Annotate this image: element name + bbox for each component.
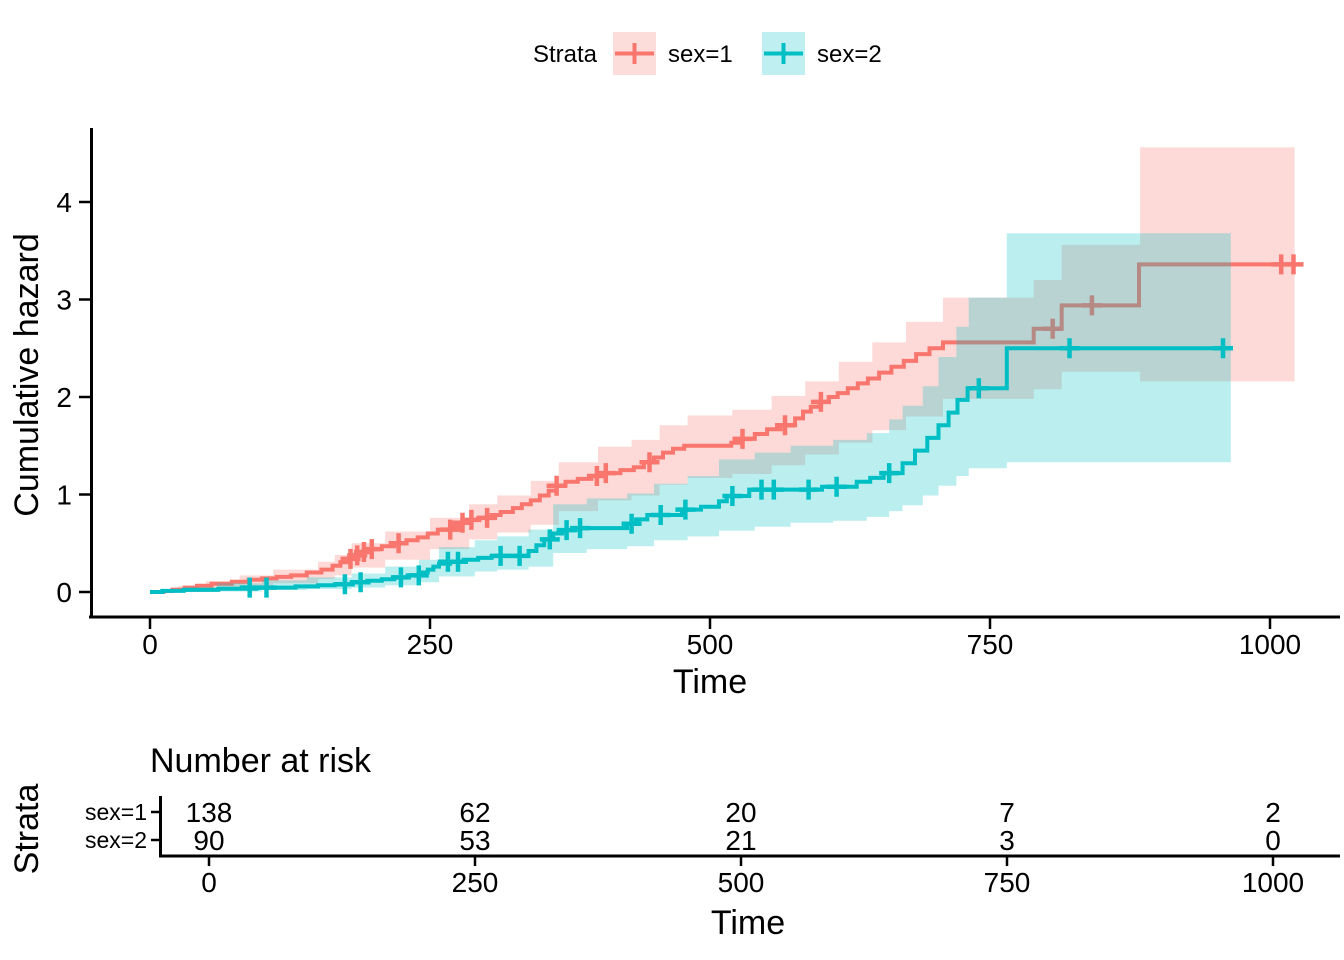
x-tick-label: 750 — [967, 629, 1014, 660]
y-tick-label: 2 — [56, 382, 72, 413]
main-plot: 0 250 500 750 1000 0 1 2 3 4 Time Cumulative haz… — [8, 128, 1340, 701]
risk-x-axis-title: Time — [711, 904, 785, 942]
censor-marks-sex=1 — [340, 254, 1304, 569]
risk-count: 53 — [459, 825, 490, 856]
risk-count: 2 — [1265, 797, 1281, 828]
legend-key-sex1: sex=1 — [613, 32, 733, 75]
series-sex=2 — [150, 233, 1233, 598]
confidence-band-sex=2 — [150, 233, 1231, 592]
risk-row-label: sex=1 — [85, 799, 147, 825]
hazard-curve-sex=1 — [150, 262, 1295, 594]
risk-x-ticks: 0 250 500 750 1000 — [201, 857, 1304, 898]
series-sex=1 — [150, 147, 1304, 594]
series-layer — [150, 147, 1304, 598]
x-axis-title: Time — [673, 663, 747, 701]
x-tick-label: 0 — [142, 629, 158, 660]
censor-marks-sex=2 — [239, 338, 1233, 598]
legend-title: Strata — [533, 41, 598, 68]
risk-row-sex=1: sex=1 138 62 20 7 2 — [85, 797, 1281, 828]
risk-table-title: Number at risk — [150, 742, 372, 780]
x-axis-ticks: 0 250 500 750 1000 — [142, 618, 1301, 660]
risk-count: 3 — [999, 825, 1015, 856]
y-tick-label: 0 — [56, 577, 72, 608]
risk-table: Number at risk Strata sex=1 138 62 20 7 2sex=… — [8, 742, 1340, 942]
risk-count: 7 — [999, 797, 1015, 828]
x-tick-label: 1000 — [1239, 629, 1301, 660]
legend: Strata sex=1 sex=2 — [533, 32, 882, 75]
risk-x-tick-label: 1000 — [1242, 867, 1304, 898]
risk-x-tick-label: 0 — [201, 867, 217, 898]
legend-plus-icon-sex2 — [764, 43, 803, 64]
risk-count: 20 — [725, 797, 756, 828]
risk-strata-axis-title: Strata — [8, 784, 46, 875]
x-tick-label: 250 — [407, 629, 454, 660]
risk-count: 62 — [459, 797, 490, 828]
risk-row-label: sex=2 — [85, 827, 147, 853]
risk-count: 21 — [725, 825, 756, 856]
y-tick-label: 4 — [56, 187, 72, 218]
risk-count: 138 — [186, 797, 233, 828]
risk-count: 90 — [193, 825, 224, 856]
x-tick-label: 500 — [687, 629, 734, 660]
y-tick-label: 3 — [56, 285, 72, 316]
legend-key-sex2: sex=2 — [762, 32, 882, 75]
confidence-band-sex=1 — [150, 147, 1295, 592]
legend-label-sex1: sex=1 — [668, 41, 733, 68]
risk-x-tick-label: 500 — [718, 867, 765, 898]
risk-row-sex=2: sex=2 90 53 21 3 0 — [85, 825, 1281, 856]
legend-plus-icon-sex1 — [615, 43, 654, 64]
y-axis-ticks: 0 1 2 3 4 — [56, 187, 90, 608]
risk-rows: sex=1 138 62 20 7 2 sex=2 90 53 21 3 0 — [85, 797, 1281, 856]
risk-x-tick-label: 750 — [984, 867, 1031, 898]
y-tick-label: 1 — [56, 480, 72, 511]
legend-label-sex2: sex=2 — [817, 41, 882, 68]
risk-count: 0 — [1265, 825, 1281, 856]
risk-x-tick-label: 250 — [452, 867, 499, 898]
y-axis-title: Cumulative hazard — [8, 233, 46, 516]
